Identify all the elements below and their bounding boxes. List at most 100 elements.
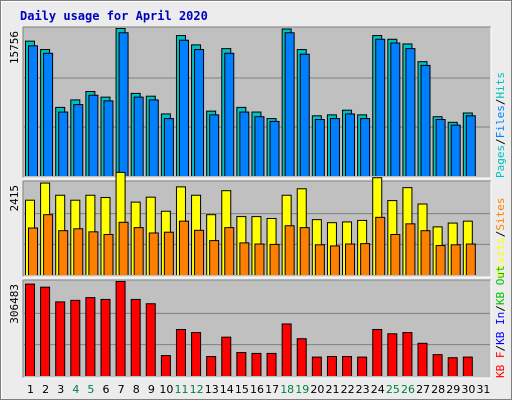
files-bar <box>346 114 355 176</box>
day-label: 28 <box>431 383 445 396</box>
panel-3 <box>22 279 492 379</box>
files-bar <box>59 112 68 176</box>
kb-f-bar <box>358 357 367 376</box>
day-label: 6 <box>103 383 110 396</box>
sites-bar <box>330 246 339 275</box>
day-label: 11 <box>175 383 189 396</box>
day-label: 4 <box>72 383 79 396</box>
kb-f-bar <box>176 329 185 376</box>
day-label: 18 <box>280 383 294 396</box>
kb-f-bar <box>448 358 457 376</box>
kb-f-bar <box>252 353 261 376</box>
kb-f-bar <box>418 343 427 376</box>
sites-bar <box>74 229 83 275</box>
kb-f-bar <box>403 333 412 376</box>
day-label: 27 <box>416 383 430 396</box>
sites-bar <box>149 233 158 275</box>
sites-bar <box>346 244 355 275</box>
legend-entry: Sites <box>494 198 507 231</box>
sites-bar <box>315 245 324 275</box>
day-label: 8 <box>133 383 140 396</box>
files-bar <box>225 53 234 176</box>
files-bar <box>74 105 83 176</box>
day-label: 22 <box>341 383 355 396</box>
sites-bar <box>436 246 445 275</box>
sites-bar <box>29 228 37 275</box>
kb-f-bar <box>388 334 397 376</box>
files-bar <box>406 49 415 176</box>
kb-f-bar <box>41 287 50 376</box>
panel-legend: KB F/KB In/KB Out <box>494 265 507 378</box>
files-bar <box>391 43 400 176</box>
sites-bar <box>164 232 173 275</box>
sites-bar <box>255 244 264 275</box>
kb-f-bar <box>192 333 201 376</box>
day-label: 25 <box>386 383 400 396</box>
sites-bar <box>44 215 53 275</box>
day-label: 23 <box>356 383 370 396</box>
kb-f-bar <box>71 300 80 376</box>
kb-f-bar <box>26 284 34 376</box>
sites-bar <box>451 245 460 275</box>
day-label: 16 <box>250 383 264 396</box>
day-label: 20 <box>310 383 324 396</box>
files-bar <box>210 115 219 176</box>
kb-f-bar <box>327 356 336 376</box>
files-bar <box>104 101 113 176</box>
day-label: 24 <box>371 383 385 396</box>
sites-bar <box>240 243 249 275</box>
sites-bar <box>270 244 279 275</box>
files-bar <box>285 33 294 176</box>
files-bar <box>164 119 173 176</box>
sites-bar <box>89 232 98 275</box>
files-bar <box>361 119 370 176</box>
day-label: 2 <box>42 383 49 396</box>
files-bar <box>44 53 53 176</box>
legend-entry: / <box>494 231 507 238</box>
panel-max-label: 15756 <box>8 31 21 64</box>
files-bar <box>240 112 249 176</box>
legend-entry: / <box>494 99 507 106</box>
legend-entry: Hits <box>494 72 507 99</box>
sites-bar <box>285 226 294 275</box>
kb-f-bar <box>131 299 140 376</box>
sites-bar <box>406 224 415 275</box>
kb-f-bar <box>312 357 321 376</box>
sites-bar <box>59 231 68 275</box>
legend-entry: Visits <box>494 237 507 277</box>
sites-bar <box>421 231 430 275</box>
kb-f-bar <box>146 304 155 376</box>
files-bar <box>466 116 475 176</box>
legend-entry: KB Out <box>494 265 507 305</box>
panel-legend: Visits/Sites <box>494 198 507 278</box>
files-bar <box>255 117 264 176</box>
day-label: 1 <box>27 383 34 396</box>
sites-bar <box>361 244 370 275</box>
kb-f-bar <box>343 356 352 376</box>
panel-1 <box>22 26 492 179</box>
files-bar <box>300 54 309 176</box>
day-label: 14 <box>220 383 234 396</box>
files-bar <box>29 46 37 176</box>
files-bar <box>315 120 324 176</box>
files-bar <box>179 40 188 176</box>
kb-f-bar <box>56 302 65 376</box>
legend-entry: Files <box>494 105 507 138</box>
sites-bar <box>119 222 128 275</box>
legend-entry: Pages <box>494 145 507 178</box>
files-bar <box>89 95 98 176</box>
files-bar <box>270 121 279 176</box>
day-label: 19 <box>295 383 309 396</box>
kb-f-bar <box>207 356 216 376</box>
legend-entry: / <box>494 345 507 352</box>
sites-bar <box>195 230 204 275</box>
kb-f-bar <box>433 355 442 376</box>
sites-bar <box>466 244 475 275</box>
day-label: 9 <box>148 383 155 396</box>
kb-f-bar <box>116 282 125 376</box>
legend-entry: KB In <box>494 312 507 345</box>
panel-legend: Pages/Files/Hits <box>494 72 507 178</box>
files-bar <box>330 119 339 176</box>
kb-f-bar <box>86 298 95 376</box>
